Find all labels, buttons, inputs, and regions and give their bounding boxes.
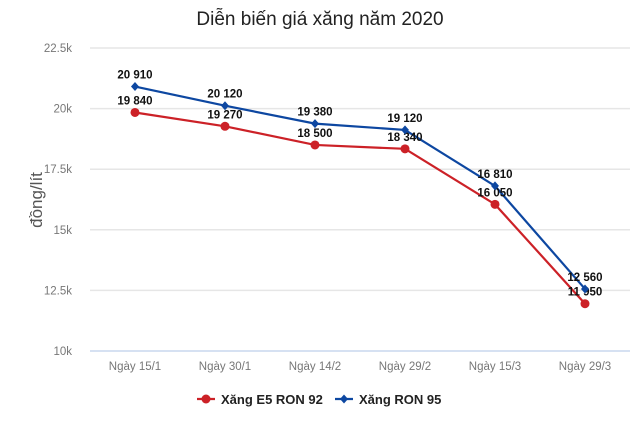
data-label: 18 500 xyxy=(297,128,332,140)
x-tick-label: Ngày 30/1 xyxy=(199,361,251,373)
data-point xyxy=(221,101,229,111)
data-point xyxy=(581,284,589,294)
series-line-0 xyxy=(134,111,586,305)
data-point xyxy=(130,107,140,117)
y-tick-label: 12.5k xyxy=(44,285,72,297)
y-axis-label: đồng/lít xyxy=(27,172,46,228)
data-label: 19 380 xyxy=(297,107,332,119)
y-tick-label: 22.5k xyxy=(44,43,72,55)
series-line-1 xyxy=(134,85,586,290)
data-point xyxy=(220,121,230,131)
legend-label: Xăng E5 RON 92 xyxy=(221,392,323,407)
x-tick-label: Ngày 14/2 xyxy=(289,361,341,373)
data-label: 16 810 xyxy=(477,169,512,181)
legend-marker xyxy=(201,394,211,404)
data-point xyxy=(400,144,410,154)
legend-marker xyxy=(340,394,348,404)
y-tick-label: 17.5k xyxy=(44,164,72,176)
data-label: 12 560 xyxy=(567,272,602,284)
x-tick-label: Ngày 29/3 xyxy=(559,361,611,373)
data-point xyxy=(311,119,319,129)
data-label: 19 840 xyxy=(117,95,152,107)
y-tick-label: 10k xyxy=(53,346,72,358)
x-tick-label: Ngày 29/2 xyxy=(379,361,431,373)
data-label: 16 050 xyxy=(477,187,512,199)
data-label: 19 270 xyxy=(207,109,242,121)
data-point xyxy=(580,299,590,309)
data-point xyxy=(490,199,500,209)
data-point xyxy=(401,125,409,135)
legend-label: Xăng RON 95 xyxy=(359,392,441,407)
data-label: 18 340 xyxy=(387,132,422,144)
data-point xyxy=(310,140,320,150)
y-tick-label: 20k xyxy=(53,104,72,116)
x-tick-label: Ngày 15/1 xyxy=(109,361,161,373)
data-label: 20 910 xyxy=(117,70,152,82)
data-label: 20 120 xyxy=(207,89,242,101)
x-tick-label: Ngày 15/3 xyxy=(469,361,521,373)
data-point xyxy=(491,181,499,191)
y-tick-label: 15k xyxy=(53,225,72,237)
data-point xyxy=(131,82,139,92)
data-label: 19 120 xyxy=(387,113,422,125)
chart-title: Diễn biến giá xăng năm 2020 xyxy=(196,8,443,30)
